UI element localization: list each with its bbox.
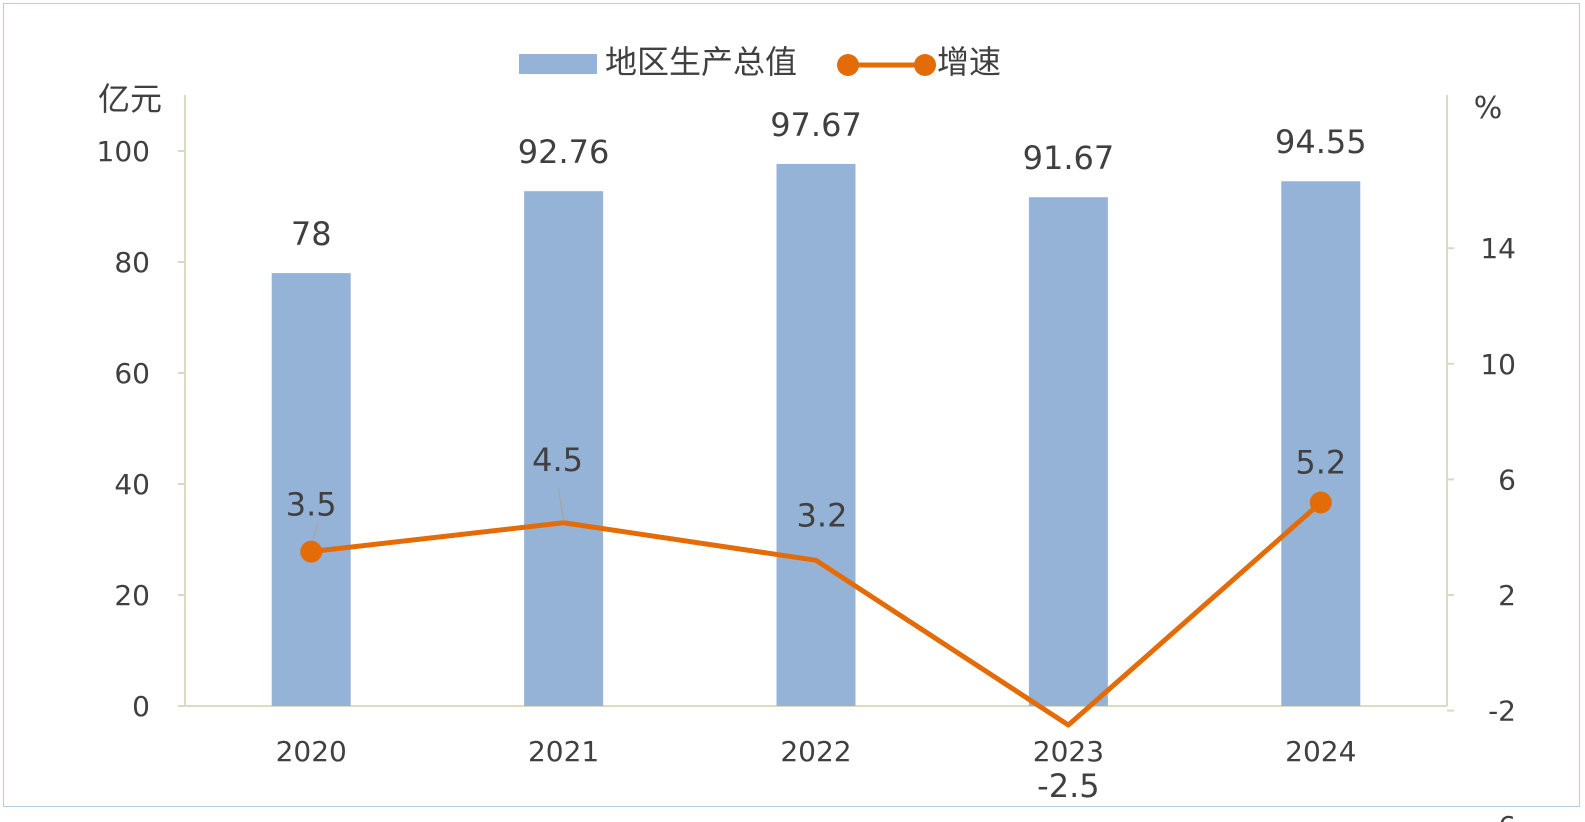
x-axis-tick-label: 2020 bbox=[276, 735, 347, 768]
bar-value-label: 97.67 bbox=[770, 106, 862, 144]
right-axis-tick-label: 14 bbox=[1480, 232, 1516, 265]
left-axis-tick-label: 0 bbox=[132, 690, 150, 723]
bar bbox=[776, 163, 856, 706]
growth-value-label: 5.2 bbox=[1295, 444, 1346, 482]
growth-value-label: -2.5 bbox=[1037, 767, 1099, 805]
left-axis-tick-label: 60 bbox=[114, 357, 150, 390]
right-axis-unit: % bbox=[1474, 91, 1503, 126]
bar bbox=[524, 191, 604, 706]
legend-bar-swatch bbox=[519, 54, 597, 74]
legend-bar-label: 地区生产总值 bbox=[605, 43, 797, 81]
left-axis-tick-label: 100 bbox=[97, 135, 150, 168]
left-axis-tick-label: 40 bbox=[114, 468, 150, 501]
right-axis-tick-label: 6 bbox=[1498, 463, 1516, 496]
x-axis-tick-label: 2023 bbox=[1033, 735, 1104, 768]
leader-line bbox=[312, 523, 318, 540]
right-axis-tick-label: 2 bbox=[1498, 579, 1516, 612]
bar bbox=[1281, 181, 1361, 706]
legend-line-label: 增速 bbox=[937, 43, 1001, 81]
growth-value-label: 4.5 bbox=[532, 441, 583, 479]
growth-point bbox=[1309, 491, 1332, 514]
x-axis-tick-label: 2024 bbox=[1285, 735, 1356, 768]
legend-line-marker bbox=[914, 54, 936, 76]
bar-value-label: 91.67 bbox=[1023, 139, 1115, 177]
right-axis-tick-label: 10 bbox=[1480, 348, 1516, 381]
left-axis-tick-label: 20 bbox=[114, 579, 150, 612]
left-axis-unit: 亿元 bbox=[98, 80, 162, 118]
right-axis-tick-label: -2 bbox=[1488, 695, 1516, 728]
growth-value-label: 3.5 bbox=[286, 486, 337, 524]
bar-value-label: 78 bbox=[291, 215, 332, 253]
leader-line bbox=[557, 488, 565, 521]
x-axis-tick-label: 2022 bbox=[780, 735, 851, 768]
growth-point bbox=[300, 540, 323, 563]
x-axis-tick-label: 2021 bbox=[528, 735, 599, 768]
growth-value-label: 3.2 bbox=[797, 496, 848, 534]
bar bbox=[271, 273, 351, 706]
legend-line-marker bbox=[837, 54, 859, 76]
bar-value-label: 94.55 bbox=[1275, 123, 1367, 161]
growth-line bbox=[310, 500, 1323, 728]
bar-value-label: 92.76 bbox=[518, 133, 610, 171]
left-axis-tick-label: 80 bbox=[114, 246, 150, 279]
right-axis-tick-label: -6 bbox=[1488, 810, 1516, 822]
bar bbox=[1028, 197, 1108, 706]
